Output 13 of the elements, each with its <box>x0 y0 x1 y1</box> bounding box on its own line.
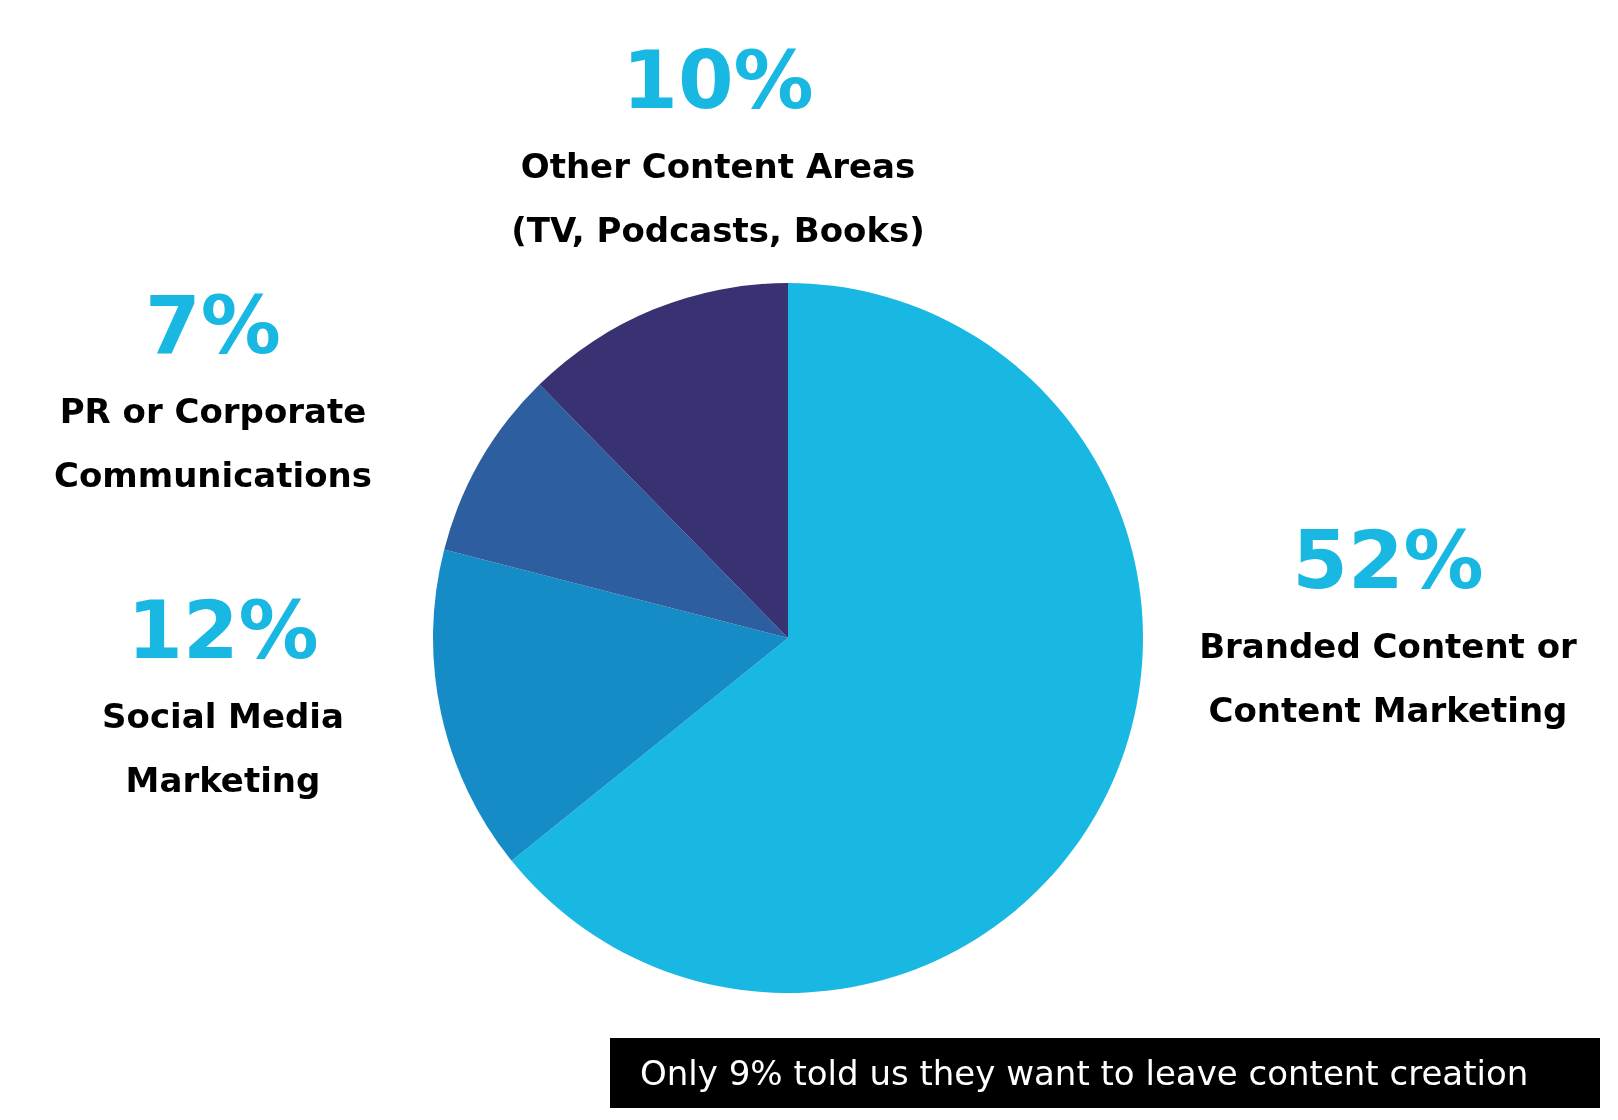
slice-label: Social Media Marketing <box>102 696 344 800</box>
pie-slice <box>433 549 788 861</box>
data-label: 12% <box>127 584 319 677</box>
data-label: 7% <box>145 279 281 372</box>
pie-slice <box>444 384 788 638</box>
pie-slice <box>511 283 1143 993</box>
data-label: 10% <box>622 34 814 127</box>
slice-label: Branded Content or Content Marketing <box>1199 626 1578 730</box>
slice-label: Other Content Areas (TV, Podcasts, Books) <box>511 146 925 250</box>
pie-slice <box>539 283 788 638</box>
slice-label: PR or Corporate Communications <box>53 391 373 495</box>
data-label: 52% <box>1292 514 1484 607</box>
text: Only 9% told us they want to leave content creation <box>610 1038 1600 1108</box>
